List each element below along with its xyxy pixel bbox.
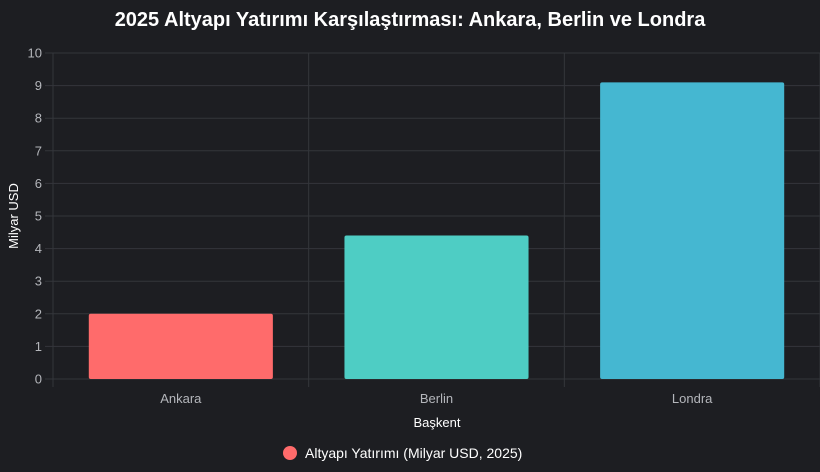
y-tick-label: 8 [35, 111, 42, 126]
x-tick-label: Londra [672, 391, 713, 406]
y-tick-label: 9 [35, 78, 42, 93]
x-tick-label: Berlin [420, 391, 453, 406]
bars [88, 82, 785, 379]
y-tick-label: 4 [35, 241, 42, 256]
chart-title: 2025 Altyapı Yatırımı Karşılaştırması: A… [115, 9, 707, 31]
y-axis-title: Milyar USD [6, 183, 21, 249]
bar-londra[interactable] [600, 82, 785, 379]
y-tick-label: 10 [28, 46, 42, 61]
y-tick-label: 2 [35, 306, 42, 321]
bar-ankara[interactable] [88, 313, 273, 379]
y-tick-label: 7 [35, 143, 42, 158]
y-tick-label: 5 [35, 209, 42, 224]
y-tick-label: 6 [35, 176, 42, 191]
y-axis-ticks: 0 1 2 3 4 5 6 7 8 9 10 [28, 46, 42, 387]
y-tick-label: 0 [35, 372, 42, 387]
x-axis-title: Başkent [414, 415, 461, 430]
legend-swatch [283, 446, 297, 460]
y-tick-label: 3 [35, 274, 42, 289]
x-tick-label: Ankara [160, 391, 202, 406]
legend-label: Altyapı Yatırımı (Milyar USD, 2025) [305, 445, 522, 461]
bar-berlin[interactable] [344, 235, 529, 379]
y-tick-label: 1 [35, 339, 42, 354]
x-axis-ticks: Ankara Berlin Londra [160, 391, 713, 406]
legend[interactable]: Altyapı Yatırımı (Milyar USD, 2025) [283, 445, 522, 461]
